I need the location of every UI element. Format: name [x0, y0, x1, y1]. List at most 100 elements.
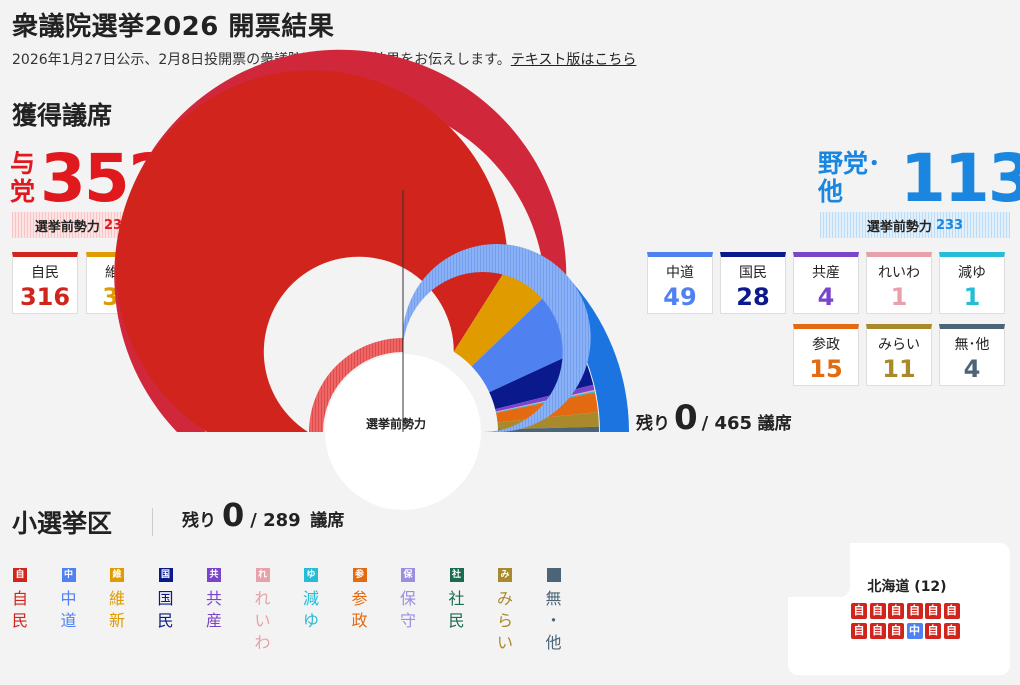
party-seats: 316: [19, 283, 71, 311]
legend-item[interactable]: 国国民: [155, 568, 177, 632]
legend-label: 自民: [9, 588, 31, 632]
remaining-total: / 465: [701, 413, 753, 434]
seat-cell[interactable]: 自: [869, 603, 886, 619]
ruling-before-label: 選挙前勢力: [34, 219, 100, 235]
party-arc: [489, 349, 594, 410]
legend-item[interactable]: 共共産: [203, 568, 225, 632]
party-name: 無･他: [954, 337, 990, 353]
remaining-value: 0: [674, 398, 698, 438]
chart-center: [325, 354, 481, 510]
seat-cell[interactable]: 自: [888, 623, 904, 639]
seat-cell[interactable]: 自: [925, 623, 941, 639]
ruling-before-value: 232: [103, 217, 132, 233]
party-name: 中道: [666, 265, 694, 281]
legend-label: 減ゆ: [300, 588, 322, 632]
party-card[interactable]: 共産 4: [793, 252, 859, 314]
opposition-total: 113: [900, 140, 1020, 217]
party-seats: 11: [882, 355, 916, 383]
seats-heading: 獲得議席: [12, 101, 113, 130]
seat-cell[interactable]: 自: [906, 603, 923, 619]
party-card[interactable]: 自民 316: [12, 252, 78, 314]
party-name: みらい: [878, 337, 920, 353]
party-card[interactable]: 国民 28: [720, 252, 786, 314]
legend-char: 維: [108, 589, 125, 608]
opposition-before-label: 選挙前勢力: [866, 219, 932, 235]
subtitle-text: 2026年1月27日公示、2月8日投開票の衆議院選挙。開票結果をお伝えします。: [12, 52, 511, 68]
legend-item[interactable]: 自自民: [9, 568, 31, 632]
smd-remaining-value: 0: [222, 496, 245, 534]
legend-char: い: [496, 633, 513, 652]
party-arc: [115, 70, 508, 432]
legend-swatch: 参: [352, 568, 367, 582]
smd-remaining-unit: 議席: [310, 511, 345, 531]
smd-remaining: 残り 0/ 289 議席: [182, 496, 344, 534]
seat-cell[interactable]: 自: [925, 603, 941, 619]
party-name: 共産: [812, 265, 840, 281]
legend-char: ら: [496, 611, 513, 630]
legend-item[interactable]: れれいわ: [252, 568, 274, 654]
center-label: 選挙前勢力: [366, 417, 427, 431]
party-card[interactable]: 無･他 4: [939, 324, 1005, 386]
party-seats: 49: [663, 283, 697, 311]
legend-char: 社: [448, 589, 465, 608]
legend-swatch: 国: [158, 568, 173, 582]
legend-label: 社民: [446, 588, 468, 632]
seat-cell[interactable]: 自: [851, 603, 867, 619]
party-card[interactable]: 中道 49: [647, 252, 713, 314]
legend-item[interactable]: 無・他: [543, 568, 565, 654]
section-divider: [152, 508, 153, 536]
legend-item[interactable]: みみらい: [494, 568, 516, 654]
seat-cell[interactable]: 自: [943, 603, 960, 619]
opposition-outer-arc: [545, 275, 629, 432]
party-card[interactable]: 減ゆ 1: [939, 252, 1005, 314]
opposition-before-bar: 選挙前勢力 233: [820, 212, 1010, 238]
legend-item[interactable]: 保保守: [397, 568, 419, 632]
legend-char: 民: [448, 611, 465, 630]
legend-label: れいわ: [252, 588, 274, 654]
party-card[interactable]: 参政 15: [793, 324, 859, 386]
legend-label: 維新: [106, 588, 128, 632]
legend-item[interactable]: 参参政: [349, 568, 371, 632]
seat-cell[interactable]: 自: [943, 623, 960, 639]
opposition-label: 野党･他: [818, 149, 881, 206]
party-seats: 28: [736, 283, 770, 311]
legend-char: 自: [11, 589, 28, 608]
legend-label: 無・他: [543, 588, 565, 654]
seat-cell[interactable]: 自: [851, 623, 867, 639]
ruling-label: 与党: [10, 149, 36, 206]
legend-item[interactable]: ゆ減ゆ: [300, 568, 322, 632]
legend-char: 無: [545, 589, 562, 608]
party-arc: [497, 426, 599, 432]
legend-label: 参政: [349, 588, 371, 632]
party-card[interactable]: れいわ 1: [866, 252, 932, 314]
seat-cell[interactable]: 自: [888, 603, 904, 619]
party-name: れいわ: [878, 265, 920, 281]
legend-char: れ: [254, 589, 271, 608]
seat-cell[interactable]: 中: [906, 623, 923, 639]
legend-item[interactable]: 社社民: [446, 568, 468, 632]
legend-swatch: 維: [110, 568, 124, 582]
smd-remaining-label: 残り: [182, 511, 216, 531]
party-arc: [453, 266, 545, 367]
legend-swatch: み: [498, 568, 512, 582]
legend-swatch: 中: [61, 568, 76, 582]
legend-char: 道: [60, 611, 77, 630]
legend-swatch: 社: [449, 568, 464, 582]
party-arc: [495, 391, 595, 413]
legend-char: み: [496, 589, 513, 608]
party-name: 減ゆ: [958, 265, 986, 281]
seat-cell[interactable]: 自: [869, 623, 886, 639]
prefecture-title[interactable]: 北海道 (12): [867, 579, 947, 595]
legend-item[interactable]: 中中道: [58, 568, 80, 632]
party-card[interactable]: みらい 11: [866, 324, 932, 386]
majority-marker: 過半数 233: [382, 152, 426, 184]
legend-label: みらい: [494, 588, 516, 654]
party-arc: [497, 412, 599, 430]
party-arc: [495, 389, 595, 413]
text-version-link[interactable]: テキスト版はこちら: [510, 52, 637, 68]
party-name: 国民: [739, 265, 767, 281]
legend-item[interactable]: 維維新: [106, 568, 128, 632]
party-card[interactable]: 維新 36: [86, 252, 152, 314]
legend-char: 参: [351, 589, 368, 608]
legend-char: い: [254, 611, 271, 630]
